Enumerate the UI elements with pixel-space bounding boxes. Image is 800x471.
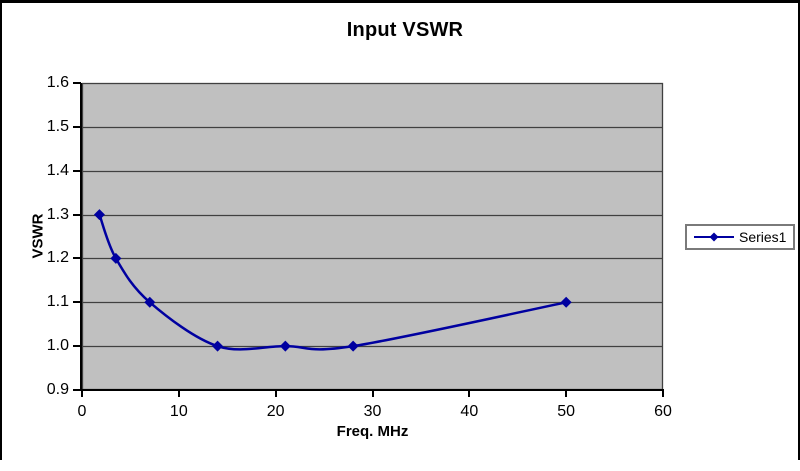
x-tick-label-50: 50 [557, 403, 576, 420]
x-tick-mark-60 [662, 391, 664, 397]
y-tick-label-1.1: 1.1 [46, 293, 69, 311]
y-tick-label-1.5: 1.5 [46, 117, 69, 135]
x-tick-mark-40 [468, 391, 471, 397]
y-tick-mark-1 [73, 345, 81, 348]
y-tick-mark-1.5 [73, 125, 81, 128]
x-tick-label-30: 30 [363, 403, 382, 420]
y-axis-title: VSWR [29, 213, 47, 259]
x-axis-title: Freq. MHz [336, 423, 409, 440]
y-tick-label-1.3: 1.3 [46, 205, 69, 223]
x-tick-mark-20 [274, 391, 277, 397]
series-marker-Series1-21 [279, 340, 291, 352]
x-axis-line [80, 389, 664, 391]
series-marker-Series1-1.8 [93, 209, 105, 221]
legend-diamond-icon [709, 232, 719, 242]
x-tick-mark-0 [81, 391, 83, 397]
x-tick-label-0: 0 [77, 403, 87, 420]
x-tick-label-20: 20 [266, 403, 285, 420]
y-tick-mark-1.4 [73, 169, 81, 172]
y-tick-mark-0.9 [73, 389, 81, 391]
series-line-Series1 [98, 213, 568, 351]
x-tick-label-40: 40 [460, 403, 479, 420]
x-tick-mark-30 [371, 391, 374, 397]
series-marker-Series1-14 [212, 340, 224, 352]
y-tick-label-1.6: 1.6 [46, 74, 69, 91]
y-tick-mark-1.6 [73, 82, 81, 84]
legend: Series1 [685, 224, 795, 250]
y-tick-label-0.9: 0.9 [46, 381, 69, 398]
x-tick-mark-10 [177, 391, 180, 397]
legend-series-marker-icon [694, 232, 734, 242]
y-tick-label-1.4: 1.4 [46, 161, 69, 179]
y-tick-mark-1.2 [73, 257, 81, 260]
series-marker-Series1-7 [144, 296, 156, 308]
chart-title: Input VSWR [346, 19, 464, 41]
x-tick-label-10: 10 [169, 403, 188, 420]
legend-series-label: Series1 [739, 229, 787, 245]
x-tick-label-60: 60 [654, 403, 672, 420]
series-plot-svg [81, 82, 664, 391]
plot-area [81, 82, 664, 391]
series-marker-Series1-50 [560, 296, 572, 308]
y-tick-mark-1.3 [73, 213, 81, 216]
y-tick-label-1: 1.0 [46, 337, 69, 355]
series-marker-Series1-3.5 [110, 252, 122, 264]
x-tick-mark-50 [565, 391, 568, 397]
series-marker-Series1-28 [347, 340, 359, 352]
y-tick-mark-1.1 [73, 301, 81, 304]
y-tick-label-1.2: 1.2 [46, 249, 69, 267]
y-axis-line [80, 83, 82, 391]
